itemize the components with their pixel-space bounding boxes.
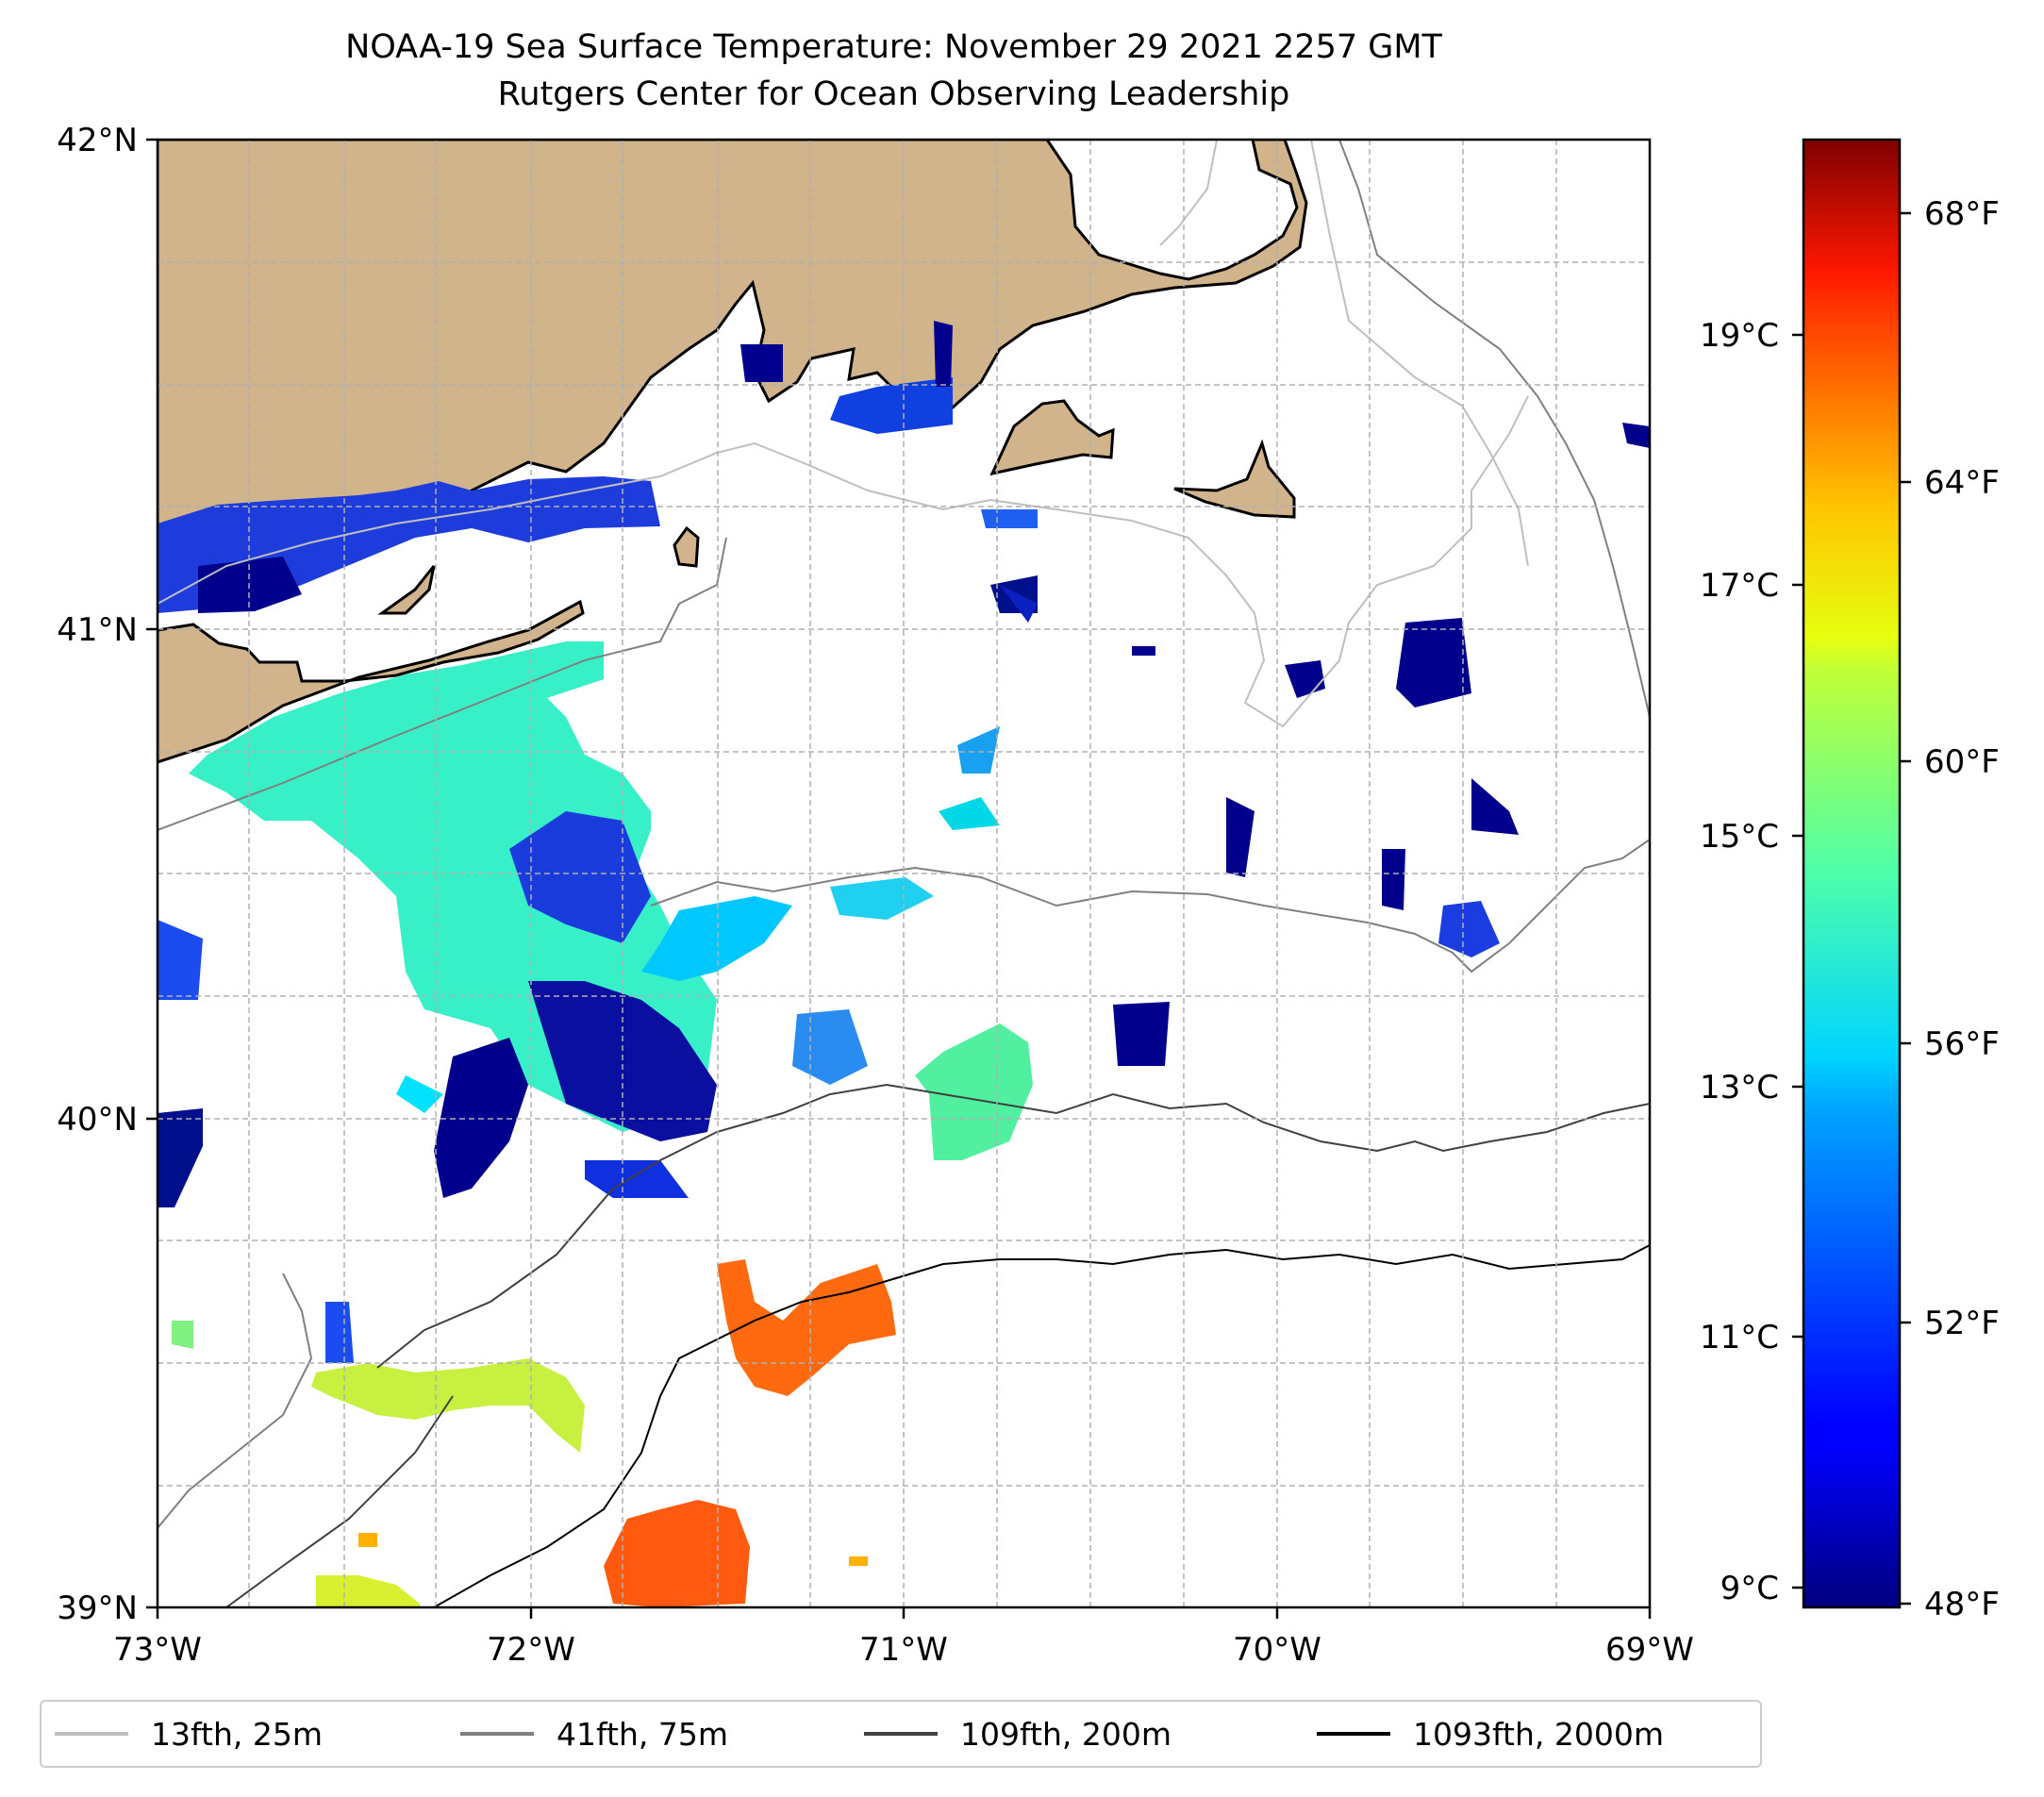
sst-patch: [1226, 797, 1255, 877]
sst-patch: [1622, 423, 1650, 448]
legend-label: 13fth, 25m: [151, 1715, 323, 1753]
contour-200m: [376, 1083, 1650, 1369]
sst-patch: [434, 1038, 528, 1198]
contour-25m: [1310, 140, 1529, 567]
colorbar-c-label: 11°C: [1700, 1319, 1779, 1356]
y-tick-label: 39°N: [57, 1589, 138, 1627]
sst-patch: [1471, 778, 1519, 835]
sst-patch: [604, 1500, 750, 1607]
sst-patch: [198, 557, 302, 613]
sst-patch: [509, 811, 651, 943]
gridlines: [158, 140, 1650, 1607]
sst-patch: [1438, 901, 1500, 957]
x-tick-label: 70°W: [1233, 1631, 1321, 1669]
legend-label: 41fth, 75m: [557, 1715, 728, 1753]
sst-patch: [792, 1009, 868, 1085]
legend-item: 41fth, 75m: [460, 1702, 728, 1766]
sst-patch: [396, 1075, 443, 1113]
colorbar-gradient: [1802, 138, 1902, 1609]
sst-patch: [641, 896, 792, 981]
contour-75m: [1338, 140, 1650, 718]
bathymetry-contours: [158, 140, 1650, 1607]
colorbar-f-label: 68°F: [1924, 195, 2000, 233]
land-martha-vineyard: [989, 399, 1115, 476]
axis-ticks: [146, 138, 1652, 1619]
sst-patch: [585, 1160, 689, 1198]
colorbar-c-label: 19°C: [1700, 317, 1779, 355]
x-tick-label: 73°W: [113, 1631, 202, 1669]
x-tick-label: 69°W: [1605, 1631, 1694, 1669]
sst-patch: [316, 1575, 420, 1607]
sst-patch: [957, 726, 1000, 774]
x-tick-label: 71°W: [859, 1631, 948, 1669]
sst-patch: [1382, 849, 1405, 910]
legend-swatch: [1317, 1732, 1390, 1736]
sst-patch: [849, 1556, 868, 1566]
sst-patch: [158, 920, 203, 1000]
sst-patch: [830, 877, 934, 920]
colorbar-f-label: 60°F: [1924, 743, 2000, 781]
colorbar-f-label: 48°F: [1924, 1586, 2000, 1623]
sst-patch: [1000, 585, 1038, 623]
sst-patch: [1132, 646, 1155, 656]
contour-200m: [225, 1395, 454, 1607]
y-tick-label: 42°N: [57, 122, 138, 159]
sst-patch: [172, 1321, 193, 1349]
colorbar-f-label: 56°F: [1924, 1025, 2000, 1063]
sst-patch: [939, 797, 1000, 830]
legend-label: 109fth, 200m: [960, 1715, 1172, 1753]
contour-75m: [158, 537, 727, 831]
map-title-line1: NOAA-19 Sea Surface Temperature: Novembe…: [345, 28, 1442, 66]
land-areas: [158, 140, 1308, 764]
legend-item: 1093fth, 2000m: [1317, 1702, 1664, 1766]
y-tick-labels: 42°N 41°N 40°N 39°N: [57, 122, 138, 1627]
sst-patch: [934, 321, 953, 387]
y-tick-label: 40°N: [57, 1101, 138, 1139]
y-tick-label: 41°N: [57, 611, 138, 649]
legend-swatch: [460, 1732, 534, 1736]
sst-patch: [740, 344, 783, 382]
legend-item: 13fth, 25m: [55, 1702, 323, 1766]
contour-75m: [650, 839, 1650, 973]
colorbar: 68°F 64°F 60°F 56°F 52°F 48°F 19°C 17°C …: [1700, 138, 2000, 1623]
colorbar-f-label: 52°F: [1924, 1305, 2000, 1342]
map-title-line2: Rutgers Center for Ocean Observing Leade…: [497, 75, 1290, 113]
sst-patch: [311, 1358, 585, 1453]
legend-swatch: [55, 1732, 128, 1736]
legend-item: 109fth, 200m: [864, 1702, 1172, 1766]
sst-patch: [1396, 618, 1471, 707]
sst-patch: [158, 1108, 203, 1207]
land-shelter-island: [377, 565, 436, 615]
sst-patch: [358, 1533, 377, 1547]
sst-patch: [528, 981, 717, 1141]
contour-25m: [1159, 140, 1218, 246]
land-nantucket: [1173, 439, 1296, 519]
land-block-island: [673, 525, 700, 568]
colorbar-c-label: 13°C: [1700, 1069, 1779, 1106]
sst-patch: [717, 1259, 896, 1396]
colorbar-c-label: 17°C: [1700, 567, 1779, 605]
colorbar-f-label: 64°F: [1924, 464, 2000, 502]
x-tick-label: 72°W: [487, 1631, 575, 1669]
land-long-island: [158, 599, 585, 764]
sst-patches: [158, 321, 1650, 1607]
contour-75m: [158, 1273, 313, 1529]
contour-2000m: [433, 1244, 1650, 1607]
x-tick-labels: 73°W 72°W 71°W 70°W 69°W: [113, 1631, 1694, 1669]
sst-patch: [981, 509, 1038, 528]
sst-patch: [325, 1302, 354, 1363]
colorbar-c-label: 15°C: [1700, 818, 1779, 856]
colorbar-c-label: 9°C: [1720, 1570, 1779, 1607]
legend-label: 1093fth, 2000m: [1413, 1715, 1664, 1753]
sst-patch: [830, 377, 953, 434]
sst-patch: [915, 1023, 1033, 1160]
sst-patch: [1285, 660, 1325, 698]
legend-swatch: [864, 1732, 938, 1736]
contour-25m: [158, 395, 1529, 728]
sst-patch: [1113, 1002, 1170, 1066]
contour-legend: 13fth, 25m 41fth, 75m 109fth, 200m 1093f…: [40, 1700, 1762, 1768]
